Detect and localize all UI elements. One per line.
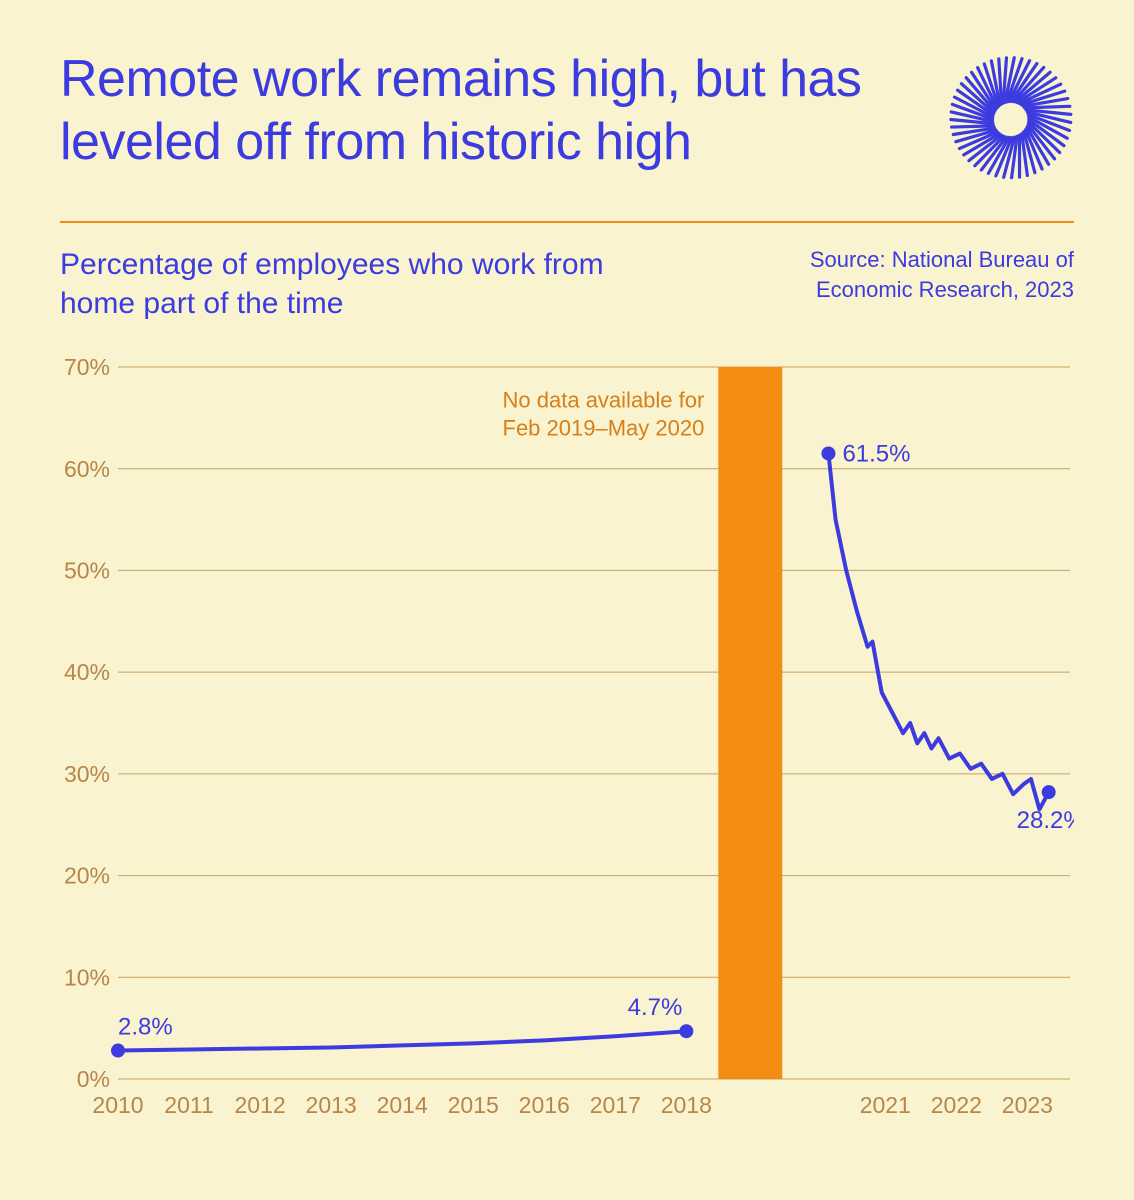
svg-text:28.2%: 28.2% bbox=[1017, 807, 1074, 834]
chart-subtitle: Percentage of employees who work from ho… bbox=[60, 245, 620, 323]
svg-text:4.7%: 4.7% bbox=[628, 994, 683, 1021]
svg-text:2012: 2012 bbox=[235, 1092, 286, 1118]
svg-text:2021: 2021 bbox=[860, 1092, 911, 1118]
header-divider bbox=[60, 221, 1074, 223]
svg-text:2016: 2016 bbox=[519, 1092, 570, 1118]
svg-text:2023: 2023 bbox=[1002, 1092, 1053, 1118]
line-chart: 0% 10% 20% 30% 40% 50% 60% 70% No data available… bbox=[60, 359, 1074, 1154]
chart-title: Remote work remains high, but has levele… bbox=[60, 48, 944, 175]
svg-text:Feb 2019–May 2020: Feb 2019–May 2020 bbox=[503, 416, 705, 441]
svg-text:2010: 2010 bbox=[92, 1092, 143, 1118]
svg-text:61.5%: 61.5% bbox=[842, 440, 910, 467]
brand-logo-icon bbox=[944, 52, 1074, 187]
svg-text:2018: 2018 bbox=[661, 1092, 712, 1118]
svg-text:40%: 40% bbox=[64, 659, 110, 685]
svg-text:50%: 50% bbox=[64, 558, 110, 584]
svg-text:70%: 70% bbox=[64, 359, 110, 380]
svg-text:2013: 2013 bbox=[306, 1092, 357, 1118]
svg-text:30%: 30% bbox=[64, 761, 110, 787]
svg-text:No data available for: No data available for bbox=[503, 388, 705, 413]
svg-text:2015: 2015 bbox=[448, 1092, 499, 1118]
svg-text:0%: 0% bbox=[77, 1066, 110, 1092]
chart-source: Source: National Bureau of Economic Rese… bbox=[774, 245, 1074, 304]
svg-text:10%: 10% bbox=[64, 964, 110, 990]
svg-text:2011: 2011 bbox=[164, 1092, 213, 1118]
svg-text:20%: 20% bbox=[64, 863, 110, 889]
svg-text:2017: 2017 bbox=[590, 1092, 641, 1118]
svg-text:2.8%: 2.8% bbox=[118, 1014, 173, 1041]
svg-text:2022: 2022 bbox=[931, 1092, 982, 1118]
svg-text:60%: 60% bbox=[64, 456, 110, 482]
svg-text:2014: 2014 bbox=[377, 1092, 428, 1118]
